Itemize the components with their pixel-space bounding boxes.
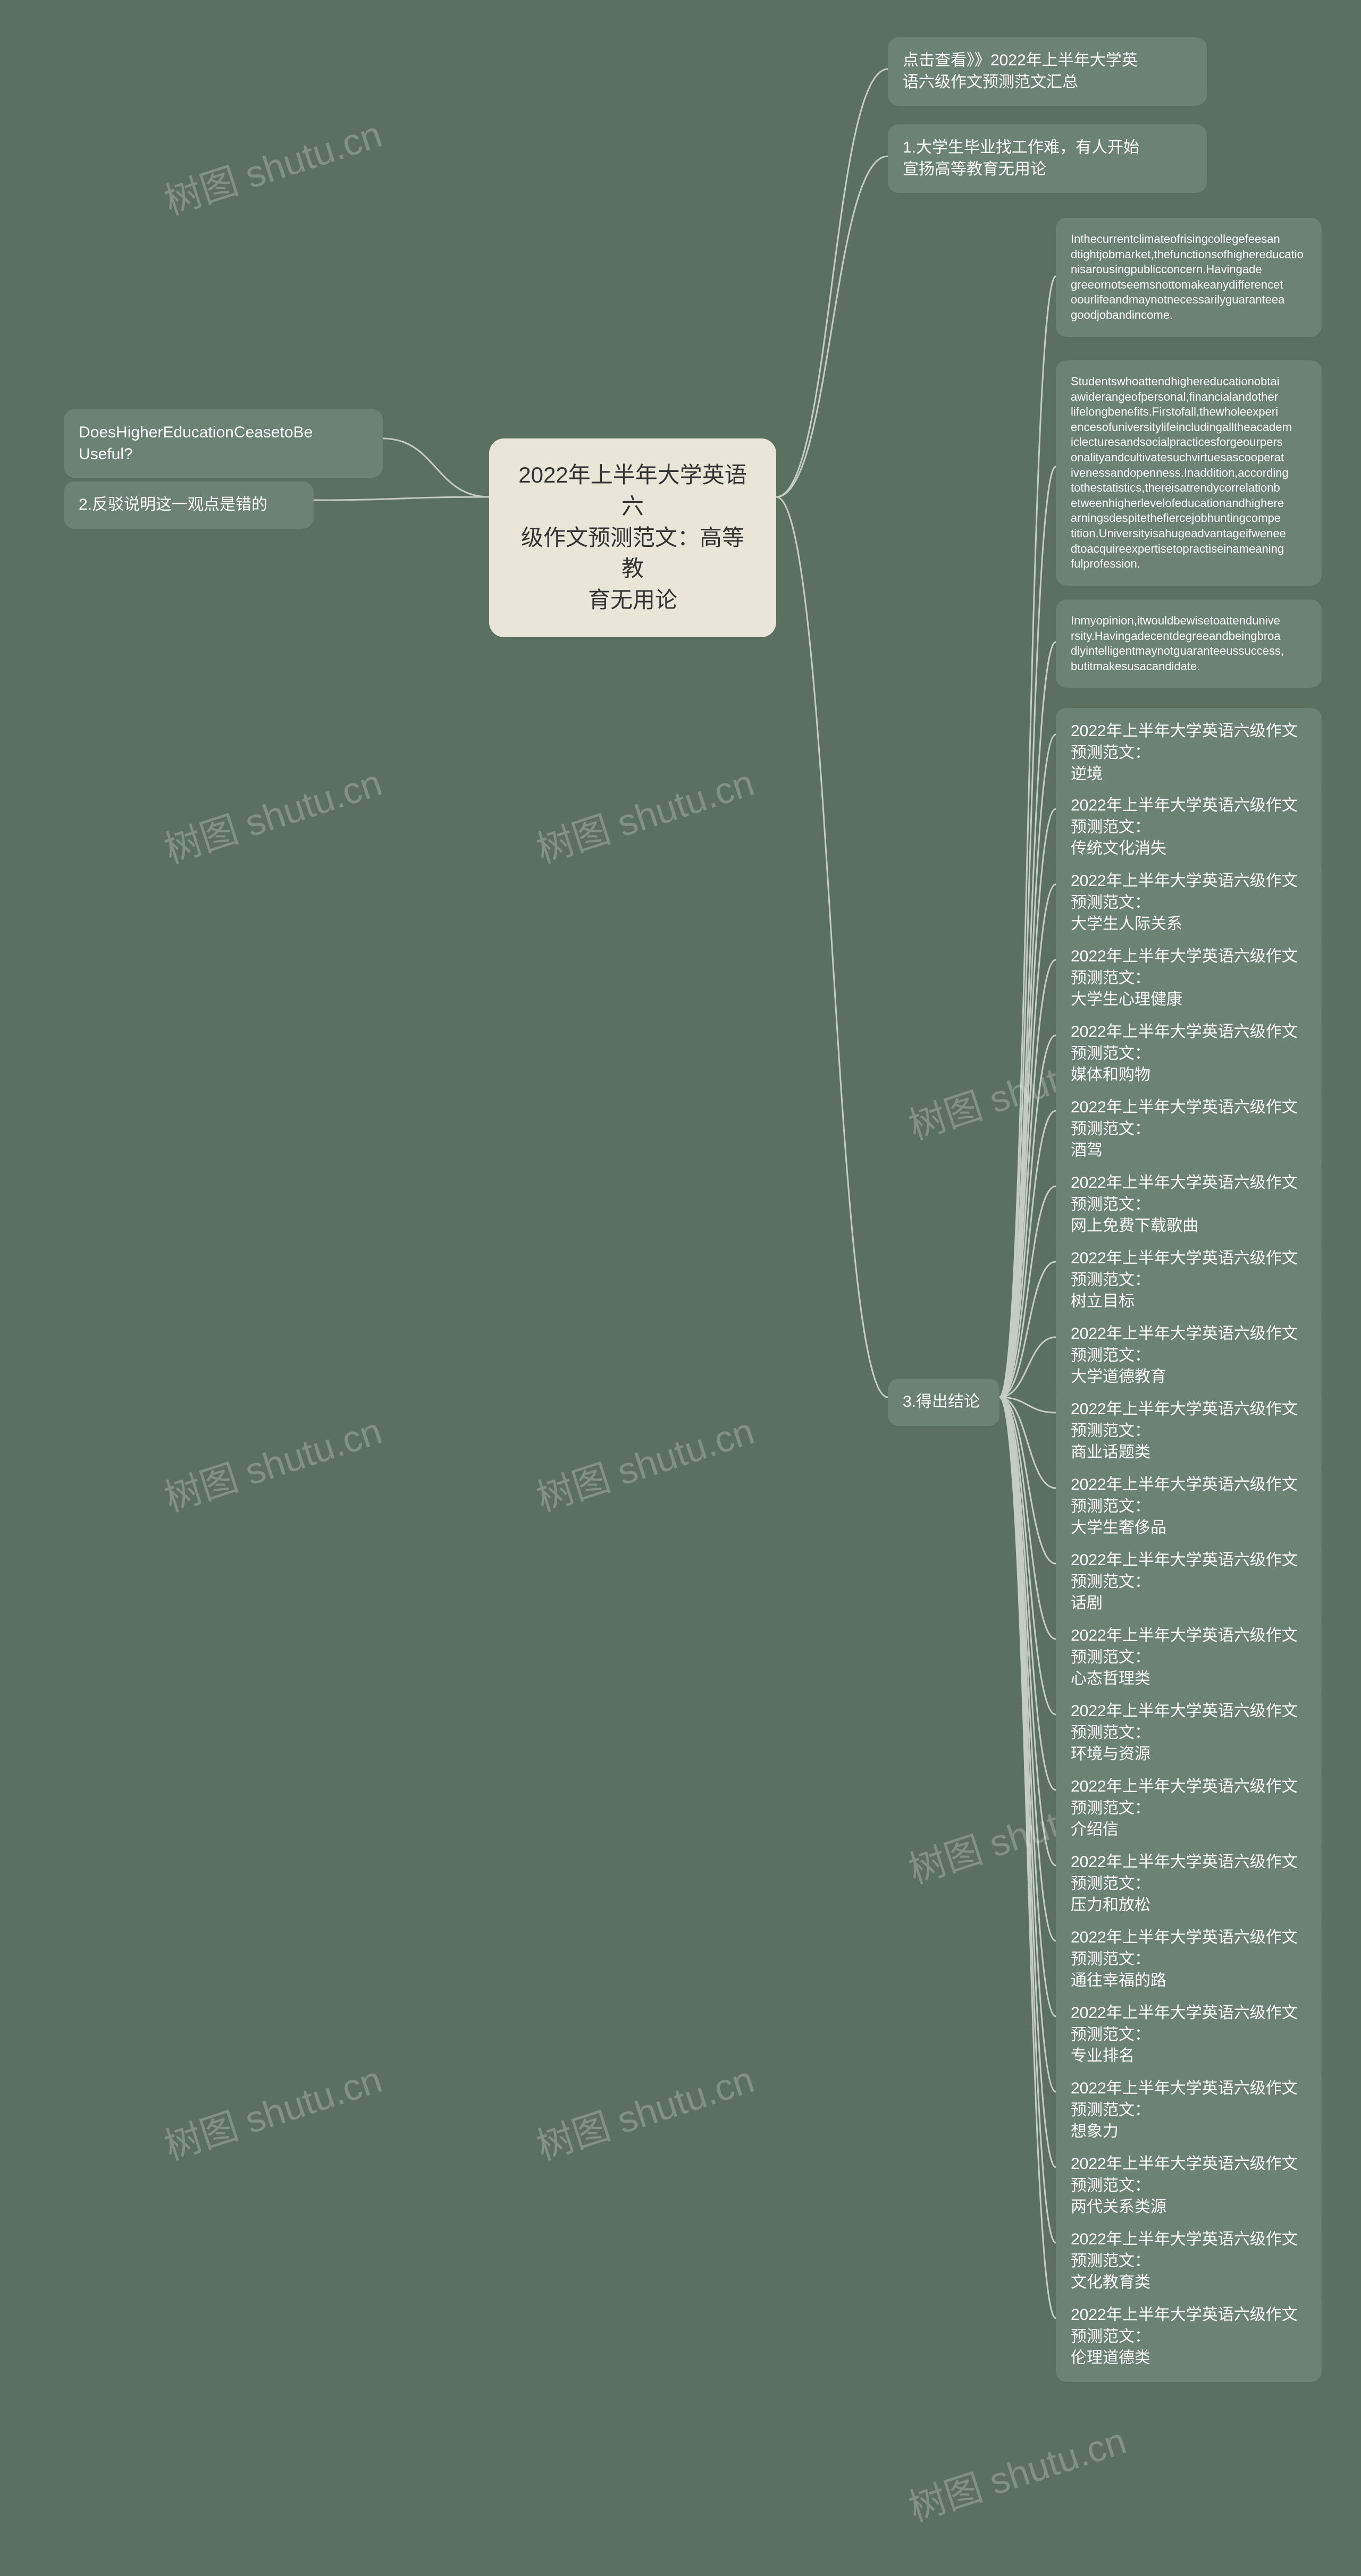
node-p2[interactable]: Studentswhoattendhighereducationobtai aw… — [1056, 360, 1322, 586]
watermark: 树图 shutu.cn — [529, 753, 760, 874]
node-center[interactable]: 2022年上半年大学英语六 级作文预测范文：高等教 育无用论 — [489, 438, 776, 637]
watermark: 树图 shutu.cn — [157, 2050, 388, 2170]
watermark: 树图 shutu.cn — [157, 105, 388, 225]
watermark: 树图 shutu.cn — [157, 753, 388, 874]
watermark: 树图 shutu.cn — [529, 2050, 760, 2170]
node-p1[interactable]: Inthecurrentclimateofrisingcollegefeesan… — [1056, 218, 1322, 337]
node-l1[interactable]: DoesHigherEducationCeasetoBe Useful? — [64, 409, 383, 478]
watermark: 树图 shutu.cn — [529, 1401, 760, 1522]
node-p3[interactable]: Inmyopinion,itwouldbewisetoattendunive r… — [1056, 599, 1322, 688]
node-r1[interactable]: 点击查看》》2022年上半年大学英 语六级作文预测范文汇总 — [888, 37, 1207, 106]
watermark: 树图 shutu.cn — [901, 2411, 1132, 2532]
watermark: 树图 shutu.cn — [157, 1401, 388, 1522]
node-r2[interactable]: 1.大学生毕业找工作难，有人开始 宣扬高等教育无用论 — [888, 124, 1207, 193]
node-c22[interactable]: 2022年上半年大学英语六级作文预测范文： 伦理道德类 — [1056, 2292, 1322, 2382]
node-l2[interactable]: 2.反驳说明这一观点是错的 — [64, 482, 314, 529]
mindmap-stage: 树图 shutu.cn 树图 shutu.cn 树图 shutu.cn 树图 shut… — [0, 0, 1361, 2576]
node-r3[interactable]: 3.得出结论 — [888, 1379, 999, 1426]
